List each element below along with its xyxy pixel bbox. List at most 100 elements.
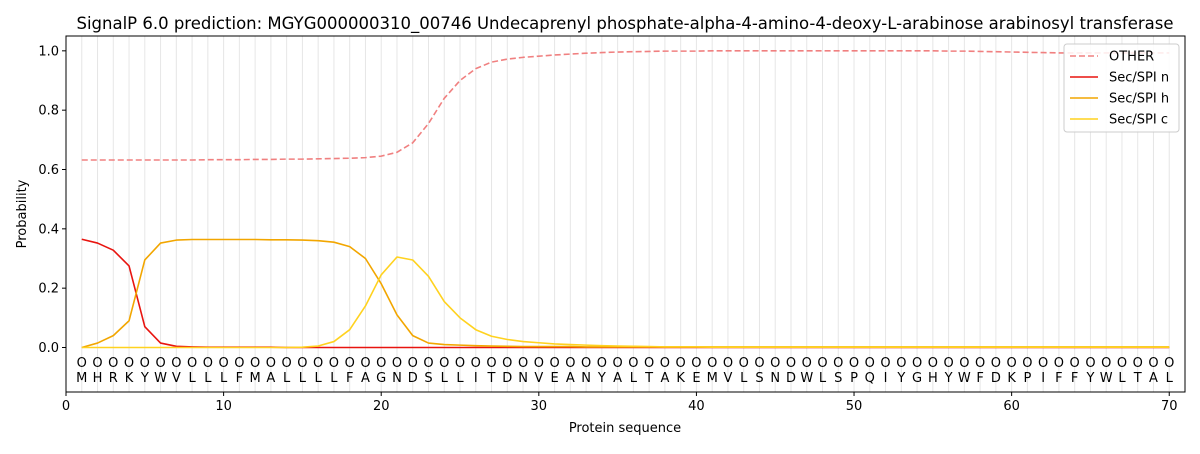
y-tick-label: 0.0 — [38, 341, 59, 356]
sequence-residue: P — [1023, 371, 1031, 386]
sequence-residue: V — [172, 371, 181, 386]
sequence-residue: T — [1133, 371, 1142, 386]
sequence-residue: A — [1149, 371, 1158, 386]
sequence-residue: K — [676, 371, 685, 386]
sequence-residue: I — [1041, 371, 1045, 386]
legend-label: OTHER — [1109, 50, 1154, 65]
y-axis-ticks: 0.0 0.2 0.4 0.6 0.8 1.0 — [38, 44, 66, 356]
sequence-residue: D — [502, 371, 512, 386]
sequence-residue: M — [707, 371, 718, 386]
sequence-residue: S — [424, 371, 432, 386]
axes-frame — [65, 35, 1186, 393]
region-marker: O — [518, 356, 528, 371]
region-marker: O — [502, 356, 512, 371]
region-marker: O — [613, 356, 623, 371]
sequence-residue: R — [109, 371, 118, 386]
region-marker: O — [849, 356, 859, 371]
series-line-other — [81, 50, 1170, 161]
x-tick-label: 70 — [1161, 399, 1178, 414]
sequence-residue: L — [204, 371, 212, 386]
legend-box — [1063, 43, 1180, 133]
region-marker: O — [203, 356, 213, 371]
legend-label: Sec/SPI h — [1109, 92, 1169, 107]
region-marker: O — [628, 356, 638, 371]
region-marker: O — [928, 356, 938, 371]
region-marker: O — [376, 356, 386, 371]
region-marker: O — [250, 356, 260, 371]
x-tick-label: 0 — [62, 399, 70, 414]
region-marker: O — [896, 356, 906, 371]
region-marker: O — [817, 356, 827, 371]
sequence-residue: D — [786, 371, 796, 386]
region-marker: O — [880, 356, 890, 371]
region-marker: O — [187, 356, 197, 371]
region-marker: O — [218, 356, 228, 371]
region-marker: O — [1133, 356, 1143, 371]
region-marker: O — [565, 356, 575, 371]
sequence-residue: I — [474, 371, 478, 386]
sequence-residue: F — [236, 371, 243, 386]
sequence-residue: D — [991, 371, 1001, 386]
region-marker: O — [329, 356, 339, 371]
sequence-residue: H — [928, 371, 938, 386]
legend-label: Sec/SPI c — [1109, 113, 1168, 128]
region-marker: O — [471, 356, 481, 371]
y-tick-label: 0.8 — [38, 104, 59, 119]
region-marker: O — [691, 356, 701, 371]
region-marker: O — [392, 356, 402, 371]
region-marker: O — [1070, 356, 1080, 371]
region-marker: O — [597, 356, 607, 371]
region-marker: O — [723, 356, 733, 371]
region-marker: O — [1117, 356, 1127, 371]
region-marker: O — [1164, 356, 1174, 371]
sequence-residue: Y — [140, 371, 149, 386]
region-marker: O — [833, 356, 843, 371]
region-marker: O — [439, 356, 449, 371]
sequence-residue: K — [125, 371, 134, 386]
sequence-residue: M — [76, 371, 87, 386]
sequence-residue: N — [581, 371, 591, 386]
sequence-residue: Y — [597, 371, 606, 386]
region-marker: O — [975, 356, 985, 371]
sequence-residue: K — [1007, 371, 1016, 386]
sequence-residue: A — [613, 371, 622, 386]
region-marker: O — [1007, 356, 1017, 371]
sequence-residue: S — [834, 371, 842, 386]
region-marker: O — [754, 356, 764, 371]
region-marker: O — [455, 356, 465, 371]
sequence-residue: Y — [944, 371, 953, 386]
sequence-residue: A — [566, 371, 575, 386]
y-tick-label: 0.2 — [38, 282, 59, 297]
sequence-residue: W — [154, 371, 167, 386]
sequence-residue: L — [315, 371, 323, 386]
sequence-residue: I — [884, 371, 888, 386]
region-marker: O — [1054, 356, 1064, 371]
region-marker: O — [140, 356, 150, 371]
region-marker: O — [739, 356, 749, 371]
region-marker: O — [912, 356, 922, 371]
region-marker: O — [676, 356, 686, 371]
region-marker: O — [297, 356, 307, 371]
x-tick-label: 30 — [531, 399, 548, 414]
sequence-residue: L — [456, 371, 464, 386]
sequence-residue: V — [534, 371, 543, 386]
sequence-residue: N — [392, 371, 402, 386]
sequence-residue: W — [1100, 371, 1113, 386]
sequence-residue: F — [1055, 371, 1062, 386]
region-marker: O — [581, 356, 591, 371]
sequence-residue: Y — [896, 371, 905, 386]
sequence-residue: H — [93, 371, 103, 386]
region-marker: O — [1148, 356, 1158, 371]
sequence-residue: V — [723, 371, 732, 386]
sequence-residue: P — [850, 371, 858, 386]
y-tick-label: 0.6 — [38, 163, 59, 178]
sequence-residue: L — [330, 371, 338, 386]
sequence-residue: F — [1071, 371, 1078, 386]
region-marker: O — [865, 356, 875, 371]
region-marker: O — [360, 356, 370, 371]
region-marker: O — [266, 356, 276, 371]
sequence-residue: F — [346, 371, 353, 386]
region-marker: O — [77, 356, 87, 371]
